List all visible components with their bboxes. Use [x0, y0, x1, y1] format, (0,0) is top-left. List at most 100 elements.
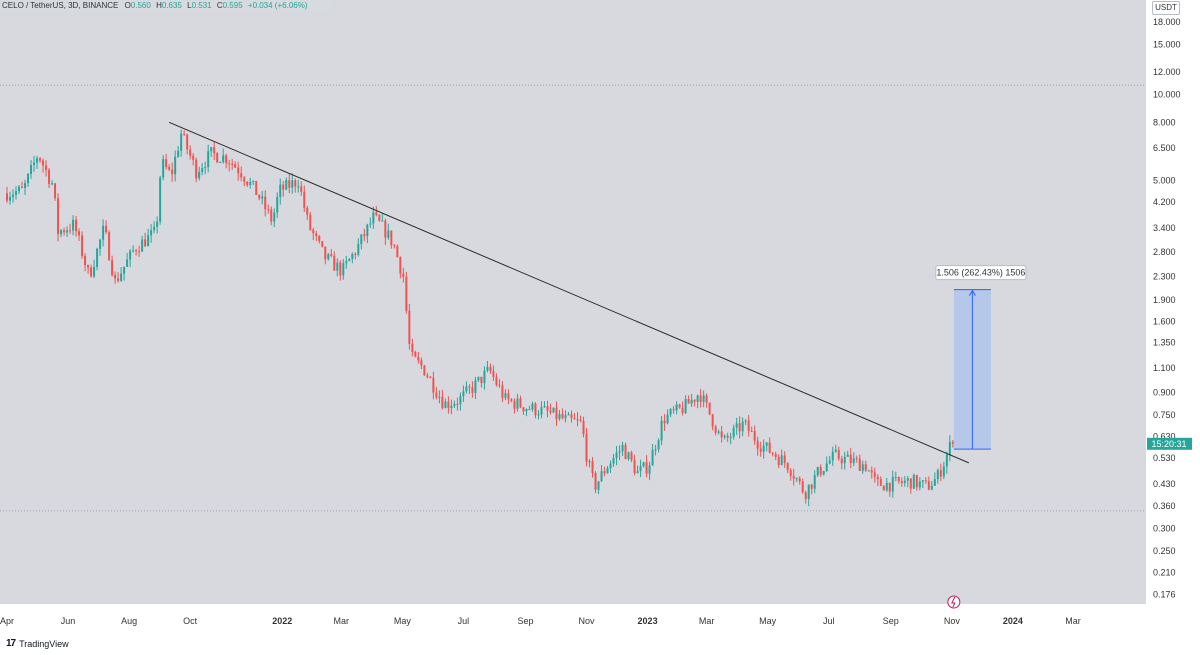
candle: [645, 455, 648, 478]
candle: [939, 463, 942, 482]
candle-body: [519, 398, 522, 408]
candle: [549, 403, 552, 415]
candle-body: [789, 470, 792, 476]
candle-body: [87, 265, 90, 268]
candle: [948, 435, 951, 462]
candle: [576, 412, 579, 427]
candle-body: [72, 219, 75, 231]
tradingview-brand[interactable]: TradingView: [19, 638, 69, 649]
candle: [927, 476, 930, 491]
candle: [330, 249, 333, 258]
time-tick-label: Aug: [121, 616, 137, 626]
candle-body: [117, 278, 120, 281]
candle-body: [672, 409, 675, 411]
candle: [573, 412, 576, 420]
candle-body: [804, 492, 807, 499]
candle: [453, 400, 456, 409]
symbol-title[interactable]: CELO / TetherUS, 3D, BINANCE: [2, 1, 119, 10]
measure-arrow-head-icon: [968, 289, 976, 296]
time-tick-label: Jul: [458, 616, 470, 626]
candle: [186, 133, 189, 155]
candle: [813, 470, 816, 494]
candle-body: [879, 479, 882, 486]
candle-body: [888, 482, 891, 492]
candle-body: [717, 431, 720, 433]
candle: [432, 371, 435, 400]
candle-body: [387, 230, 390, 238]
candle: [180, 129, 183, 157]
candle-body: [603, 471, 606, 474]
candle-body: [582, 420, 585, 435]
candle: [744, 419, 747, 426]
candle-body: [120, 273, 123, 281]
candle-body: [747, 420, 750, 431]
candle-body: [618, 451, 621, 453]
candle: [864, 460, 867, 472]
candle-body: [321, 241, 324, 247]
candle: [567, 411, 570, 416]
candle: [417, 352, 420, 364]
candle-body: [492, 370, 495, 377]
candle: [213, 141, 216, 160]
candle-body: [477, 376, 480, 381]
candle-body: [606, 468, 609, 474]
candle: [141, 235, 144, 252]
candle: [561, 408, 564, 420]
candle: [438, 390, 441, 404]
candle: [219, 161, 222, 164]
candle: [423, 364, 426, 376]
candle: [450, 399, 453, 415]
candle-body: [351, 253, 354, 259]
candle-body: [693, 399, 696, 402]
candle: [39, 157, 42, 163]
price-tick-label: 1.900: [1153, 295, 1176, 305]
candle: [795, 477, 798, 482]
candle: [615, 446, 618, 466]
candle: [129, 249, 132, 267]
candle-body: [456, 403, 459, 405]
time-axis-panel[interactable]: [0, 604, 1146, 632]
candle-body: [168, 167, 171, 170]
candle-body: [918, 481, 921, 488]
lightning-event-icon[interactable]: [947, 595, 961, 609]
candle: [456, 397, 459, 411]
price-tick-label: 2.800: [1153, 247, 1176, 257]
trendline[interactable]: [168, 121, 970, 464]
candle-body: [429, 376, 432, 378]
time-axis: Apr Jun Aug Oct 2022 Mar May Jul Sep Nov 2023 Mar Ma…: [0, 616, 1081, 626]
candle-body: [9, 197, 12, 201]
candle: [159, 175, 162, 225]
candle-body: [708, 402, 711, 415]
candle: [879, 476, 882, 487]
high-value: 0.635: [161, 1, 182, 10]
candle: [108, 230, 111, 261]
candle: [255, 180, 258, 195]
candle-body: [939, 470, 942, 477]
candle: [468, 384, 471, 394]
tradingview-logo-icon[interactable]: 17: [6, 638, 16, 649]
candle-body: [240, 173, 243, 178]
candle: [462, 385, 465, 402]
candle-body: [594, 473, 597, 490]
candle: [750, 426, 753, 432]
candle-body: [669, 409, 672, 415]
candle-body: [6, 193, 8, 201]
candle-body: [450, 405, 453, 408]
currency-unit-button[interactable]: USDT: [1152, 1, 1180, 15]
candle-body: [207, 151, 210, 168]
candle: [390, 230, 393, 249]
candle: [543, 401, 546, 408]
candle-body: [579, 419, 582, 421]
candle-body: [288, 180, 291, 188]
candle-body: [783, 455, 786, 464]
candle-body: [381, 220, 384, 222]
candle: [651, 444, 654, 466]
price-axis-panel[interactable]: [1146, 0, 1200, 632]
candle: [189, 145, 192, 160]
candle-body: [237, 167, 240, 174]
price-tick-label: 12.000: [1153, 67, 1181, 77]
candle: [414, 350, 417, 358]
low-label: L: [187, 1, 192, 10]
